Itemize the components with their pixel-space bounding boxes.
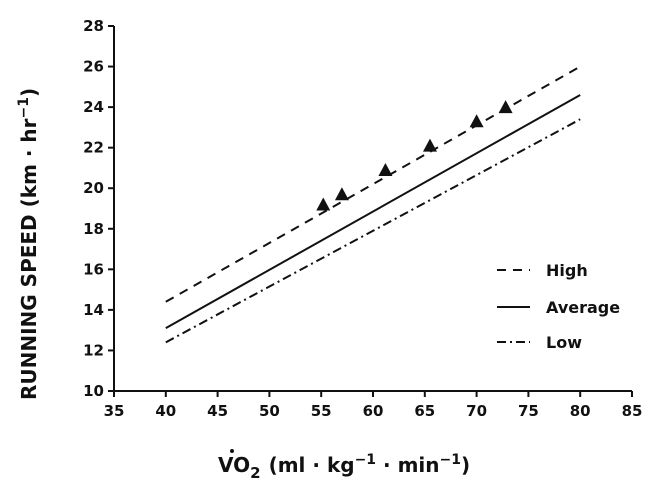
- x-axis-title-unit: (ml · kg: [269, 453, 355, 477]
- data-points: [316, 100, 513, 211]
- x-tick-label: 75: [518, 402, 539, 420]
- series-line-average: [165, 94, 581, 330]
- legend-label-low: Low: [546, 333, 582, 352]
- y-axis-title-exponent: −1: [16, 97, 32, 118]
- x-tick-label: 50: [259, 402, 280, 420]
- x-axis-title-subscript: 2: [250, 464, 260, 482]
- x-axis-title: VO2 (ml · kg−1 · min−1): [218, 452, 470, 482]
- data-point-triangle: [422, 138, 437, 152]
- y-tick-label: 10: [83, 382, 104, 400]
- x-tick-label: 65: [414, 402, 435, 420]
- x-tick-label: 35: [104, 402, 125, 420]
- y-axis-title-main: RUNNING SPEED (km · hr: [17, 118, 41, 400]
- y-axis-ticks: 10 12 14 16 18 20 22 24 26 28: [83, 17, 114, 400]
- y-tick-label: 26: [83, 58, 104, 76]
- series-lines: [165, 65, 581, 344]
- y-tick-label: 24: [83, 98, 104, 116]
- x-axis-title-mid: · min: [376, 453, 439, 477]
- plot-area: 35 40 45 50 55 60 65 70 75 80 85 10 12 14 16 18 20 22 24 2…: [83, 17, 642, 420]
- y-tick-label: 16: [83, 260, 104, 278]
- y-tick-label: 20: [83, 179, 104, 197]
- y-tick-label: 22: [83, 139, 104, 157]
- y-axis-title: RUNNING SPEED (km · hr−1): [16, 88, 41, 400]
- legend-label-average: Average: [546, 298, 620, 317]
- data-point-triangle: [469, 114, 484, 128]
- x-tick-label: 70: [466, 402, 487, 420]
- legend: High Average Low: [497, 261, 620, 352]
- x-axis-title-exponent-2: −1: [440, 452, 461, 468]
- legend-label-high: High: [546, 261, 588, 280]
- y-tick-label: 14: [83, 301, 104, 319]
- series-line-low: [165, 118, 581, 344]
- y-tick-label: 18: [83, 220, 104, 238]
- x-axis-title-exponent-1: −1: [355, 452, 376, 468]
- series-line-high: [165, 65, 581, 303]
- data-point-triangle: [378, 162, 393, 176]
- x-tick-label: 55: [311, 402, 332, 420]
- x-tick-label: 45: [207, 402, 228, 420]
- y-axis-title-close: ): [17, 88, 41, 97]
- x-axis-title-close: ): [461, 453, 470, 477]
- x-tick-label: 60: [363, 402, 384, 420]
- y-tick-label: 28: [83, 17, 104, 35]
- y-tick-label: 12: [83, 341, 104, 359]
- vo2-dot-accent: [230, 449, 234, 453]
- x-tick-label: 85: [622, 402, 643, 420]
- data-point-triangle: [498, 100, 513, 114]
- x-tick-label: 80: [570, 402, 591, 420]
- data-point-triangle: [316, 197, 331, 211]
- data-point-triangle: [334, 187, 349, 201]
- x-tick-label: 40: [155, 402, 176, 420]
- x-axis-title-main: VO: [218, 453, 250, 477]
- x-axis-ticks: 35 40 45 50 55 60 65 70 75 80 85: [104, 391, 643, 420]
- axes: [113, 26, 632, 392]
